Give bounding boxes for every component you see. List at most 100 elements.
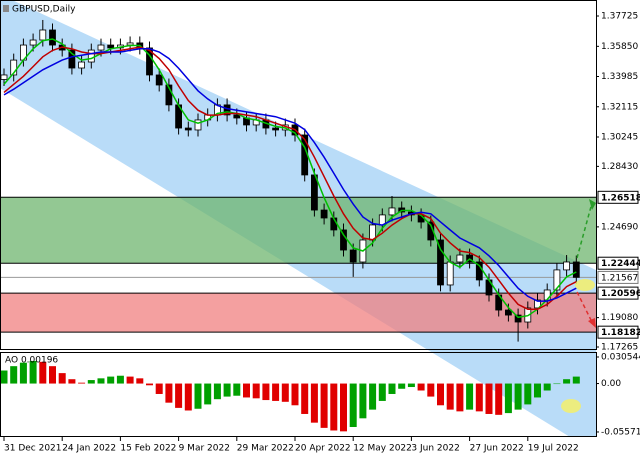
candle-body bbox=[349, 249, 357, 263]
oscillator-bar bbox=[126, 376, 134, 384]
oscillator-bar bbox=[553, 383, 561, 385]
oscillator-bar bbox=[252, 383, 260, 399]
y-tick-label: 0.030544 bbox=[601, 353, 640, 363]
candle-body bbox=[165, 84, 173, 106]
oscillator-panel-frame bbox=[0, 352, 597, 437]
candle-body bbox=[29, 39, 37, 46]
last-price-box bbox=[597, 270, 639, 284]
candle-body bbox=[446, 261, 454, 286]
oscillator-bar bbox=[68, 379, 76, 384]
highlight-marker bbox=[561, 399, 581, 413]
x-tick-label: 15 Feb 2022 bbox=[120, 444, 176, 454]
oscillator-bar bbox=[155, 383, 163, 394]
down-arrow bbox=[576, 291, 593, 323]
y-tick-label: 0.00 bbox=[601, 379, 621, 389]
candle-body bbox=[563, 261, 570, 271]
up-arrow-head bbox=[589, 199, 596, 210]
oscillator-bar bbox=[107, 376, 115, 384]
oscillator-bar bbox=[136, 378, 144, 384]
x-tick-label: 9 Mar 2022 bbox=[179, 444, 230, 454]
oscillator-bar bbox=[97, 378, 105, 384]
candle-body bbox=[155, 74, 163, 86]
candle-body bbox=[126, 42, 134, 46]
oscillator-bar bbox=[204, 383, 212, 405]
oscillator-bar bbox=[456, 383, 464, 412]
oscillator-bar bbox=[349, 383, 357, 428]
y-tick-label: 1.19080 bbox=[601, 313, 638, 323]
candle-body bbox=[107, 44, 115, 49]
candle-body bbox=[97, 44, 105, 51]
oscillator-bar bbox=[39, 361, 47, 384]
x-tick-label: 3 Jun 2022 bbox=[411, 444, 459, 454]
oscillator-bar bbox=[87, 380, 95, 384]
oscillator-bar bbox=[485, 383, 493, 414]
oscillator-bar bbox=[320, 383, 328, 428]
price-panel-frame bbox=[0, 0, 597, 350]
candle-body bbox=[572, 261, 580, 278]
oscillator-bar bbox=[146, 383, 153, 386]
highlight-marker bbox=[575, 279, 595, 291]
oscillator-bar bbox=[184, 383, 192, 411]
candle-body bbox=[87, 49, 95, 63]
oscillator-bar bbox=[543, 383, 551, 391]
candle-body bbox=[194, 119, 202, 131]
oscillator-bar bbox=[58, 373, 66, 384]
oscillator-bar bbox=[524, 383, 532, 405]
candle-body bbox=[388, 207, 396, 216]
moving-average-line bbox=[3, 46, 577, 310]
symbol-icon bbox=[3, 5, 9, 12]
oscillator-bar bbox=[262, 383, 270, 401]
oscillator-bar bbox=[213, 383, 221, 400]
oscillator-bar bbox=[398, 383, 406, 389]
time-axis-area bbox=[0, 437, 640, 457]
y-tick-label: 1.24690 bbox=[601, 222, 638, 232]
oscillator-bar bbox=[165, 383, 173, 403]
oscillator-bar bbox=[310, 383, 318, 423]
candle-body bbox=[68, 49, 76, 69]
oscillator-bar bbox=[446, 383, 454, 410]
x-tick-label: 24 Jan 2022 bbox=[62, 444, 116, 454]
candle-body bbox=[504, 309, 512, 316]
level-label-box bbox=[597, 286, 639, 300]
candle-body bbox=[78, 61, 85, 69]
oscillator-bar bbox=[19, 362, 27, 384]
level-label-box bbox=[597, 190, 639, 204]
oscillator-bar bbox=[281, 383, 289, 402]
y-tick-label: 1.35850 bbox=[601, 42, 638, 52]
level-label: 1.20596 bbox=[601, 289, 640, 299]
y-tick-label: 1.17265 bbox=[601, 343, 638, 353]
candle-body bbox=[39, 29, 47, 41]
x-tick-label: 31 Dec 2021 bbox=[4, 444, 62, 454]
x-tick-label: 20 Apr 2022 bbox=[295, 444, 351, 454]
candle-body bbox=[272, 127, 280, 131]
x-tick-label: 27 Jun 2022 bbox=[470, 444, 524, 454]
oscillator-bar bbox=[291, 383, 299, 406]
candle-body bbox=[223, 104, 231, 116]
y-tick-label: -0.055713 bbox=[601, 427, 640, 437]
oscillator-bar bbox=[194, 383, 202, 409]
oscillator-bar bbox=[116, 375, 124, 384]
oscillator-bar bbox=[534, 383, 541, 398]
oscillator-bar bbox=[359, 383, 367, 419]
oscillator-bar bbox=[272, 383, 280, 401]
oscillator-bar bbox=[563, 379, 571, 384]
down-arrow-head bbox=[588, 318, 596, 328]
up-arrow bbox=[576, 202, 593, 259]
candle-body bbox=[10, 59, 18, 76]
oscillator-bar bbox=[437, 383, 444, 406]
x-tick-label: 12 May 2022 bbox=[353, 444, 412, 454]
moving-average-line bbox=[3, 38, 577, 319]
candle-body bbox=[0, 74, 8, 80]
oscillator-bar bbox=[504, 383, 512, 414]
last-price-label: 1.21567 bbox=[601, 273, 638, 283]
oscillator-bar bbox=[243, 383, 250, 398]
oscillator-bar bbox=[29, 360, 37, 384]
oscillator-bar bbox=[340, 383, 347, 432]
oscillator-bar bbox=[417, 383, 425, 391]
oscillator-bar bbox=[388, 383, 396, 394]
oscillator-bar bbox=[495, 383, 503, 415]
level-label: 1.26518 bbox=[601, 193, 640, 203]
candle-body bbox=[184, 127, 192, 131]
oscillator-bar bbox=[223, 383, 231, 397]
